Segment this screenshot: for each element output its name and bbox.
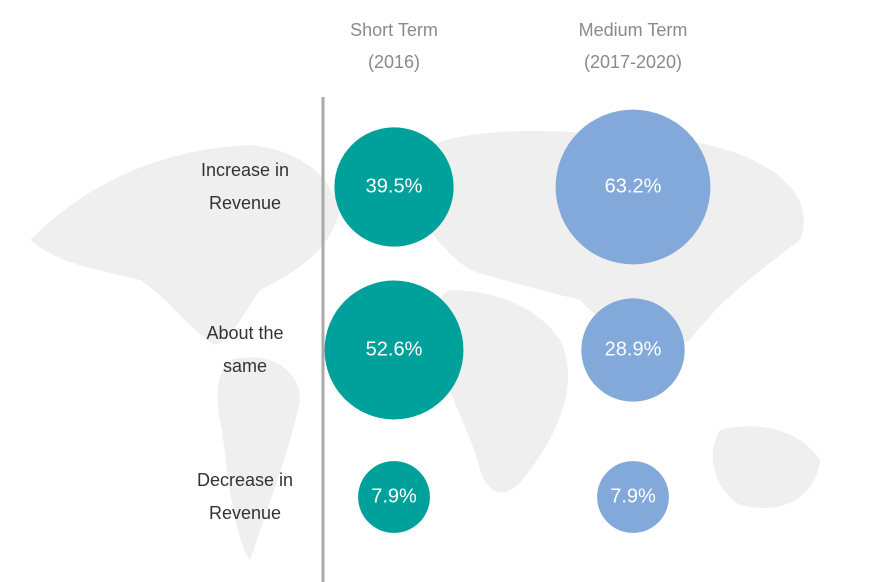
bubble <box>334 127 454 247</box>
bubble <box>581 298 685 402</box>
bubble <box>597 461 669 533</box>
column-header: Short Term (2016) <box>350 20 438 72</box>
value-label: 7.9% <box>371 485 417 507</box>
bubble <box>358 461 430 533</box>
row-label: Increase in Revenue <box>200 160 290 213</box>
bubble <box>555 109 711 265</box>
bubble <box>324 280 464 420</box>
value-label: 52.6% <box>366 338 423 360</box>
value-label: 63.2% <box>605 175 662 197</box>
column-header: Medium Term (2017-2020) <box>578 20 688 72</box>
value-label: 39.5% <box>366 175 423 197</box>
value-label: 28.9% <box>605 338 662 360</box>
row-label: About the same <box>206 323 284 376</box>
row-label: Decrease in Revenue <box>196 470 294 523</box>
value-label: 7.9% <box>610 485 656 507</box>
